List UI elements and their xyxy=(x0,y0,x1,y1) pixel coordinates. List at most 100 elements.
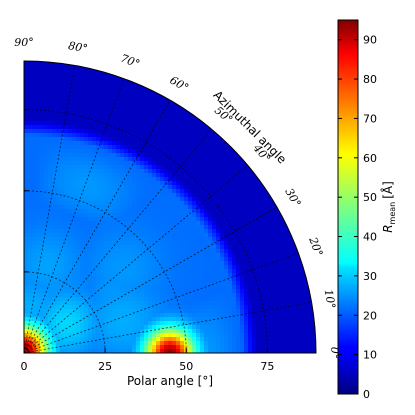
heat-cell xyxy=(220,333,224,337)
heat-cell xyxy=(28,277,32,281)
heat-cell xyxy=(24,265,28,269)
heat-cell xyxy=(240,281,244,285)
heat-cell xyxy=(252,305,256,309)
heat-cell xyxy=(100,325,104,329)
heat-cell xyxy=(132,225,136,229)
heat-cell xyxy=(48,165,52,169)
heat-cell xyxy=(256,329,260,333)
heat-cell xyxy=(164,301,168,305)
heat-cell xyxy=(244,185,248,189)
heat-cell xyxy=(48,189,52,193)
heat-cell xyxy=(28,301,32,305)
heat-cell xyxy=(308,349,312,353)
heat-cell xyxy=(64,97,68,101)
heat-cell xyxy=(28,273,32,277)
heat-cell xyxy=(92,85,96,89)
heat-cell xyxy=(168,237,172,241)
heat-cell xyxy=(24,229,28,233)
heat-cell xyxy=(44,265,48,269)
heat-cell xyxy=(304,341,308,345)
heat-cell xyxy=(256,189,260,193)
heat-cell xyxy=(56,153,60,157)
heat-cell xyxy=(92,153,96,157)
heat-cell xyxy=(44,277,48,281)
heat-cell xyxy=(84,309,88,313)
heat-cell xyxy=(104,161,108,165)
heat-cell xyxy=(40,165,44,169)
heat-cell xyxy=(48,117,52,121)
heat-cell xyxy=(164,237,168,241)
heat-cell xyxy=(60,85,64,89)
heat-cell xyxy=(96,65,100,69)
heat-cell xyxy=(212,317,216,321)
heat-cell xyxy=(128,117,132,121)
heat-cell xyxy=(108,113,112,117)
heat-cell xyxy=(108,137,112,141)
heat-cell xyxy=(148,153,152,157)
heat-cell xyxy=(88,129,92,133)
heat-cell xyxy=(160,289,164,293)
heat-cell xyxy=(44,241,48,245)
heat-cell xyxy=(136,213,140,217)
heat-cell xyxy=(184,297,188,301)
heat-cell xyxy=(36,277,40,281)
heat-cell xyxy=(124,105,128,109)
heat-cell xyxy=(160,309,164,313)
heat-cell xyxy=(176,161,180,165)
heat-cell xyxy=(160,177,164,181)
heat-cell xyxy=(60,65,64,69)
heat-cell xyxy=(160,129,164,133)
heat-cell xyxy=(156,305,160,309)
heat-cell xyxy=(32,217,36,221)
heat-cell xyxy=(116,145,120,149)
heat-cell xyxy=(124,345,128,349)
heat-cell xyxy=(64,321,68,325)
heat-cell xyxy=(192,277,196,281)
heat-cell xyxy=(200,221,204,225)
heat-cell xyxy=(56,125,60,129)
heat-cell xyxy=(208,297,212,301)
heat-cell xyxy=(224,305,228,309)
heat-cell xyxy=(236,317,240,321)
heat-cell xyxy=(24,305,28,309)
heat-cell xyxy=(28,281,32,285)
heat-cell xyxy=(244,197,248,201)
heat-cell xyxy=(260,321,264,325)
heat-cell xyxy=(56,253,60,257)
heat-cell xyxy=(92,269,96,273)
heat-cell xyxy=(164,349,168,353)
heat-cell xyxy=(140,189,144,193)
heat-cell xyxy=(48,177,52,181)
heat-cell xyxy=(148,261,152,265)
heat-cell xyxy=(108,281,112,285)
heat-cell xyxy=(32,93,36,97)
heat-cell xyxy=(64,341,68,345)
heat-cell xyxy=(260,285,264,289)
heat-cell xyxy=(252,165,256,169)
heat-cell xyxy=(68,345,72,349)
heat-cell xyxy=(296,269,300,273)
heat-cell xyxy=(164,249,168,253)
heat-cell xyxy=(96,305,100,309)
heat-cell xyxy=(36,157,40,161)
heat-cell xyxy=(40,121,44,125)
heat-cell xyxy=(140,333,144,337)
heat-cell xyxy=(160,213,164,217)
heat-cell xyxy=(308,317,312,321)
heat-cell xyxy=(256,229,260,233)
heat-cell xyxy=(216,273,220,277)
heat-cell xyxy=(56,261,60,265)
heat-cell xyxy=(100,145,104,149)
heat-cell xyxy=(240,301,244,305)
heat-cell xyxy=(172,109,176,113)
heat-cell xyxy=(160,161,164,165)
heat-cell xyxy=(92,137,96,141)
heat-cell xyxy=(116,257,120,261)
heat-cell xyxy=(56,113,60,117)
heat-cell xyxy=(120,81,124,85)
heat-cell xyxy=(288,333,292,337)
heat-cell xyxy=(252,189,256,193)
heat-cell xyxy=(36,225,40,229)
heat-cell xyxy=(24,245,28,249)
heat-cell xyxy=(156,157,160,161)
